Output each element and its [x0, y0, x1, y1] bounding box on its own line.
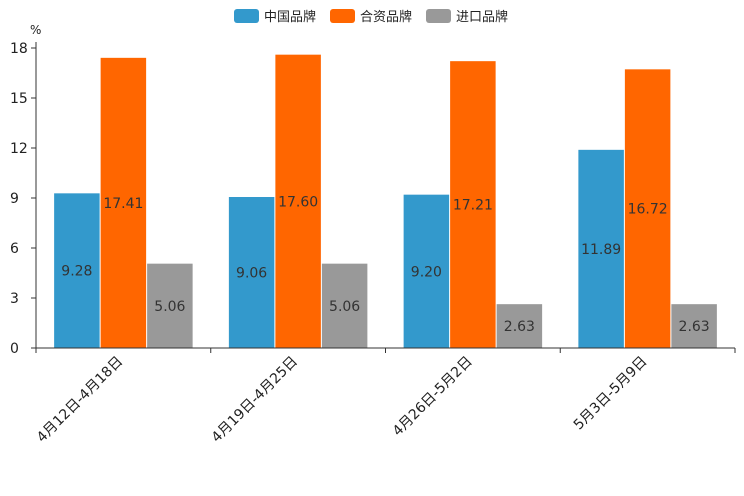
legend: 中国品牌 合资品牌 进口品牌 [234, 9, 508, 25]
bar-2-3 [450, 61, 496, 349]
data-label: 17.41 [103, 196, 143, 212]
data-label: 2.63 [679, 319, 710, 335]
x-axis: 4月12日-4月18日 4月19日-4月25日 4月26日-5月2日 5月3日-5月9… [34, 347, 736, 446]
bar-2-1 [100, 57, 147, 348]
legend-label: 中国品牌 [264, 9, 316, 25]
x-tick-label: 5月3日-5月9日 [571, 354, 651, 434]
bar-1-3 [403, 194, 450, 348]
bar-3-1 [147, 263, 193, 348]
data-label: 11.89 [581, 242, 621, 258]
bar-2-2 [275, 54, 321, 349]
y-axis: 0 3 6 9 12 15 18 [10, 41, 37, 357]
bar-3-2 [321, 263, 368, 348]
data-label: 2.63 [504, 319, 535, 335]
legend-swatch [234, 9, 259, 23]
y-tick-label: 18 [10, 41, 28, 57]
bars: 9.28 17.41 5.06 9.06 17.60 5.06 9.20 17.21 2.63 1… [54, 54, 717, 349]
data-label: 17.60 [278, 194, 318, 210]
bar-3-4 [671, 304, 717, 348]
legend-swatch [330, 9, 355, 23]
bar-1-2 [228, 197, 275, 348]
y-tick-label: 3 [10, 291, 19, 307]
data-label: 16.72 [628, 202, 668, 218]
data-label: 9.28 [61, 264, 92, 280]
bar-3-3 [496, 304, 543, 348]
y-tick-label: 15 [10, 91, 28, 107]
bar-2-4 [624, 69, 671, 348]
legend-label: 进口品牌 [456, 9, 508, 25]
x-tick-label: 4月12日-4月18日 [34, 354, 126, 446]
bar-1-1 [54, 193, 100, 348]
legend-label: 合资品牌 [360, 9, 412, 25]
y-tick-label: 9 [10, 191, 19, 207]
y-tick-label: 12 [10, 141, 28, 157]
x-tick-label: 4月19日-4月25日 [209, 354, 301, 446]
y-tick-label: 0 [10, 341, 19, 357]
y-tick-label: 6 [10, 241, 19, 257]
data-label: 5.06 [154, 299, 185, 315]
data-label: 9.20 [411, 264, 442, 280]
data-label: 9.06 [236, 266, 267, 282]
data-label: 17.21 [453, 198, 493, 214]
x-tick-label: 4月26日-5月2日 [390, 354, 476, 440]
bar-1-4 [578, 149, 624, 348]
y-axis-unit: % [30, 23, 41, 37]
data-label: 5.06 [329, 299, 360, 315]
legend-swatch [426, 9, 451, 23]
